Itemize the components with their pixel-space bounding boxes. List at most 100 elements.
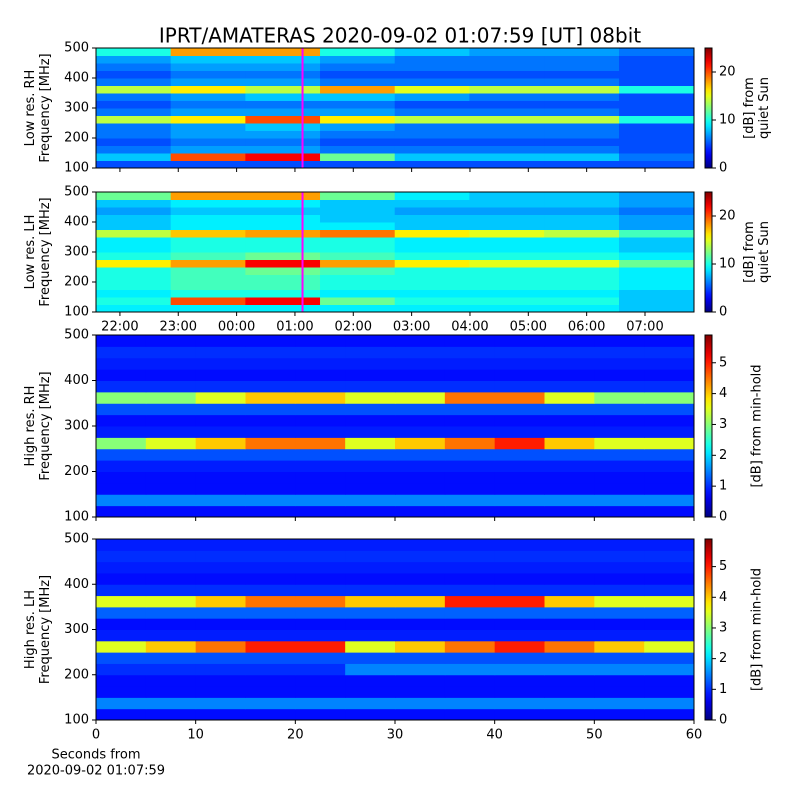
y-tick-label: 500	[64, 328, 89, 343]
heat-cell	[96, 93, 172, 101]
heat-cell	[96, 640, 147, 653]
heat-cell	[145, 686, 197, 698]
heat-cell	[594, 437, 645, 450]
colorbar-label: [dB] from	[742, 221, 757, 283]
heat-cell	[594, 448, 645, 461]
heat-cell	[195, 471, 246, 484]
heat-cell	[544, 674, 595, 687]
heat-cell	[644, 550, 695, 563]
heat-cell	[469, 289, 545, 298]
heat-cell	[295, 561, 346, 574]
heat-cell	[594, 663, 645, 676]
heat-cell	[320, 85, 396, 94]
heat-cell	[170, 145, 246, 154]
heat-cell	[544, 561, 595, 574]
heat-cell	[544, 708, 595, 721]
heat-cell	[619, 267, 695, 275]
heat-cell	[145, 674, 197, 687]
heat-cell	[644, 448, 695, 461]
heat-cell	[195, 640, 246, 653]
heat-cell	[494, 572, 545, 585]
heat-cell	[619, 123, 695, 131]
heat-cell	[245, 595, 296, 608]
y-tick-label: 400	[64, 373, 89, 388]
heat-cell	[145, 414, 197, 427]
heat-cell	[469, 48, 545, 56]
heat-cell	[494, 674, 545, 687]
heat-cell	[170, 138, 246, 146]
heat-cell	[494, 482, 545, 495]
heat-cell	[170, 259, 246, 268]
heat-cell	[195, 550, 246, 563]
heat-cell	[619, 160, 695, 169]
heat-cell	[395, 595, 446, 608]
heat-cell	[295, 663, 346, 676]
heat-cell	[245, 414, 296, 427]
heat-cell	[145, 640, 197, 653]
heat-cell	[395, 629, 446, 642]
heat-cell	[345, 663, 396, 676]
heat-cell	[96, 346, 147, 359]
heat-cell	[245, 237, 321, 245]
heat-cell	[644, 335, 695, 347]
y-axis-label: Low res. LH	[23, 215, 38, 290]
heat-cell	[245, 153, 321, 161]
heat-cell	[170, 289, 246, 298]
heat-cell	[320, 297, 396, 305]
heat-cell	[145, 584, 197, 597]
heat-cell	[394, 145, 470, 154]
heat-cell	[544, 357, 595, 370]
heat-cell	[96, 289, 172, 298]
heat-cell	[245, 369, 296, 381]
heat-cell	[170, 207, 246, 215]
heat-cell	[544, 550, 595, 563]
heat-cell	[594, 369, 645, 381]
heat-cell	[295, 539, 346, 551]
heat-cell	[96, 357, 147, 370]
heat-cell	[96, 686, 147, 698]
y-axis-label: Frequency [MHz]	[38, 53, 53, 162]
heat-cell	[544, 282, 620, 290]
heat-cell	[444, 539, 496, 551]
heat-cell	[320, 207, 396, 215]
heat-cell	[544, 123, 620, 131]
heat-cell	[295, 460, 346, 472]
heat-cell	[544, 160, 620, 169]
heat-cell	[644, 618, 695, 630]
heat-cell	[145, 663, 197, 676]
x-tick-label: 23:00	[160, 320, 197, 335]
heat-cell	[395, 584, 446, 597]
heat-cell	[295, 629, 346, 642]
heat-cell	[444, 448, 496, 461]
heat-cell	[444, 460, 496, 472]
heat-cell	[469, 207, 545, 215]
heat-cell	[245, 584, 296, 597]
heat-cell	[395, 437, 446, 450]
y-tick-label: 400	[64, 215, 89, 230]
heat-cell	[594, 346, 645, 359]
heat-cell	[170, 100, 246, 109]
heat-cell	[444, 550, 496, 563]
heat-cell	[494, 426, 545, 438]
heat-cell	[544, 595, 595, 608]
heat-cell	[644, 460, 695, 472]
heat-cell	[96, 100, 172, 109]
heat-cell	[320, 78, 396, 86]
heat-cell	[170, 85, 246, 94]
heat-cell	[320, 100, 396, 109]
heat-cell	[619, 199, 695, 208]
heat-cell	[170, 130, 246, 139]
x-tick-label: 60	[686, 728, 703, 743]
heat-cell	[245, 403, 296, 416]
heat-cell	[594, 618, 645, 630]
x-tick-label: 01:00	[276, 320, 313, 335]
heat-cell	[644, 357, 695, 370]
heat-cell	[469, 237, 545, 245]
heat-cell	[395, 572, 446, 585]
heat-cell	[245, 618, 296, 630]
heat-cell	[469, 138, 545, 146]
heat-cell	[96, 448, 147, 461]
heat-cell	[145, 572, 197, 585]
heat-cell	[195, 674, 246, 687]
